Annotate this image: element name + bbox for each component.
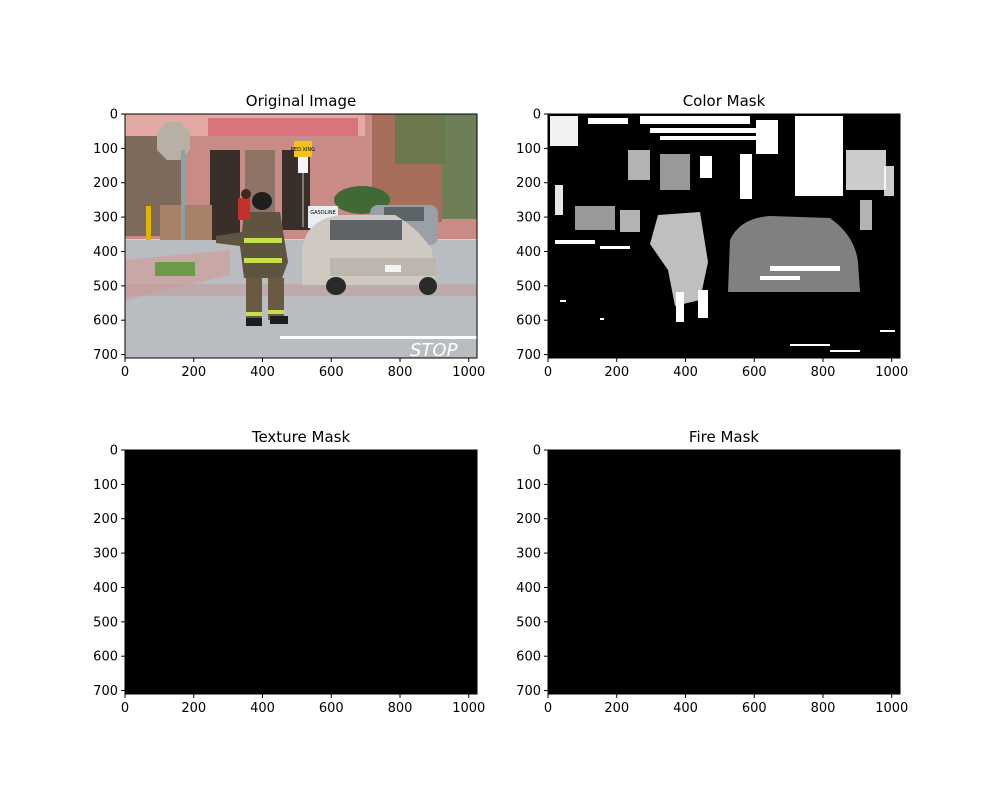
color-mask-image — [548, 114, 900, 358]
x-tick-label: 600 — [319, 701, 344, 716]
y-tick-label: 100 — [516, 478, 541, 493]
y-tick-label: 200 — [93, 176, 118, 191]
panel-title: Texture Mask — [251, 428, 351, 446]
panel-title: Original Image — [246, 92, 356, 110]
y-tick-label: 400 — [516, 581, 541, 596]
ped-xing-sign: PED XING — [291, 147, 315, 153]
fire-mask-image — [547, 449, 901, 695]
y-tick-label: 600 — [93, 314, 118, 329]
x-tick-label: 400 — [250, 365, 275, 380]
y-tick-label: 700 — [516, 684, 541, 699]
y-tick-label: 600 — [516, 650, 541, 665]
x-tick-label: 0 — [121, 365, 129, 380]
y-tick-label: 300 — [93, 547, 118, 562]
y-tick-label: 300 — [516, 211, 541, 226]
panel-title: Color Mask — [683, 92, 766, 110]
x-tick-label: 1000 — [452, 365, 485, 380]
x-tick-label: 800 — [811, 701, 836, 716]
panel-original-image: PED XING GASOLINE STOP — [93, 92, 485, 380]
original-photo: PED XING GASOLINE STOP — [125, 114, 477, 361]
x-tick-label: 200 — [181, 365, 206, 380]
y-tick-label: 0 — [110, 108, 118, 123]
gasoline-sign: GASOLINE — [310, 210, 336, 216]
y-tick-label: 400 — [93, 581, 118, 596]
panel-texture-mask: Texture Mask 0 200 400 600 800 1000 0 100 200 300… — [93, 428, 485, 716]
panel-title: Fire Mask — [689, 428, 759, 446]
x-tick-label: 0 — [544, 701, 552, 716]
texture-mask-image — [124, 449, 478, 695]
x-tick-label: 1000 — [875, 365, 908, 380]
x-tick-label: 0 — [121, 701, 129, 716]
x-tick-label: 600 — [742, 365, 767, 380]
y-tick-label: 300 — [93, 211, 118, 226]
y-tick-label: 100 — [516, 142, 541, 157]
y-tick-label: 0 — [110, 444, 118, 459]
x-tick-label: 1000 — [452, 701, 485, 716]
x-tick-label: 200 — [604, 365, 629, 380]
x-tick-label: 0 — [544, 365, 552, 380]
x-tick-label: 400 — [250, 701, 275, 716]
x-tick-label: 400 — [673, 701, 698, 716]
y-tick-label: 600 — [93, 650, 118, 665]
x-tick-label: 800 — [388, 365, 413, 380]
x-tick-label: 1000 — [875, 701, 908, 716]
y-tick-label: 200 — [516, 512, 541, 527]
y-tick-label: 100 — [93, 142, 118, 157]
y-tick-label: 0 — [533, 108, 541, 123]
road-marking-text: STOP — [410, 340, 458, 361]
y-tick-label: 500 — [516, 615, 541, 630]
y-tick-label: 500 — [93, 615, 118, 630]
x-tick-label: 400 — [673, 365, 698, 380]
y-tick-label: 500 — [93, 279, 118, 294]
y-tick-label: 100 — [93, 478, 118, 493]
y-tick-label: 700 — [93, 684, 118, 699]
panel-fire-mask: Fire Mask 0 200 400 600 800 1000 0 100 200 300 400… — [516, 428, 908, 716]
y-tick-label: 700 — [93, 348, 118, 363]
y-tick-label: 500 — [516, 279, 541, 294]
y-tick-label: 400 — [516, 245, 541, 260]
x-tick-label: 600 — [319, 365, 344, 380]
panel-color-mask: Color Mask 0 200 400 600 800 1000 0 100 200 300 40… — [516, 92, 908, 380]
x-tick-label: 800 — [811, 365, 836, 380]
x-tick-label: 200 — [604, 701, 629, 716]
y-tick-label: 300 — [516, 547, 541, 562]
y-tick-label: 700 — [516, 348, 541, 363]
y-tick-label: 400 — [93, 245, 118, 260]
x-tick-label: 600 — [742, 701, 767, 716]
y-tick-label: 200 — [516, 176, 541, 191]
x-tick-label: 800 — [388, 701, 413, 716]
y-tick-label: 200 — [93, 512, 118, 527]
y-tick-label: 0 — [533, 444, 541, 459]
x-tick-label: 200 — [181, 701, 206, 716]
y-tick-label: 600 — [516, 314, 541, 329]
